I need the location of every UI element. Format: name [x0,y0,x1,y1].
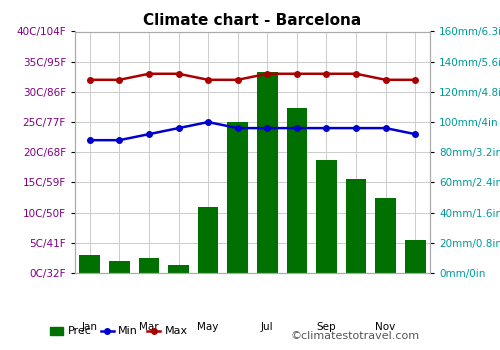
Text: ©climatestotravel.com: ©climatestotravel.com [290,331,419,341]
Bar [198,206,218,273]
Bar [286,108,307,273]
Text: Jul: Jul [261,322,274,331]
Text: Jan: Jan [82,322,98,331]
Bar [405,240,425,273]
Bar [228,122,248,273]
Text: Mar: Mar [139,322,159,331]
Text: May: May [198,322,219,331]
Bar [109,261,130,273]
Text: Nov: Nov [376,322,396,331]
Bar [316,160,337,273]
Bar [138,258,160,273]
Bar [376,197,396,273]
Legend: Prec, Min, Max: Prec, Min, Max [46,322,193,341]
Bar [168,265,189,273]
Bar [257,72,278,273]
Title: Climate chart - Barcelona: Climate chart - Barcelona [144,13,362,28]
Bar [346,180,366,273]
Text: Sep: Sep [316,322,336,331]
Bar [80,255,100,273]
